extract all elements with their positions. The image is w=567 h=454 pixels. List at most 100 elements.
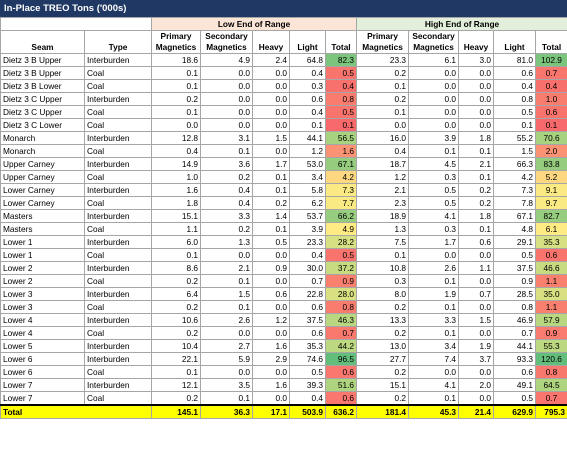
high-heavy-cell: 0.0 [458, 118, 495, 132]
low-secondary-cell: 0.0 [200, 105, 253, 119]
low-heavy-cell: 1.4 [252, 209, 290, 223]
high-light-cell: 0.6 [493, 66, 537, 80]
low-total-cell: 66.2 [324, 209, 358, 223]
high-primary-cell: 18.9 [356, 209, 410, 223]
low-secondary-cell: 0.0 [200, 79, 253, 93]
high-total-cell: 1.1 [535, 274, 567, 288]
seam-cell: Lower 1 [0, 235, 85, 249]
low-total-cell: 0.5 [324, 248, 358, 262]
low-light-cell: 37.5 [289, 313, 326, 327]
seam-cell: Masters [0, 222, 85, 236]
high-primary-cell: 1.3 [356, 222, 410, 236]
high-heavy-cell: 2.1 [458, 157, 495, 171]
low-primary-cell: 0.2 [151, 300, 201, 314]
type-cell: Coal [84, 300, 152, 314]
low-heavy-cell: 1.6 [252, 339, 290, 353]
low-heavy-cell: 0.0 [252, 300, 290, 314]
table-row: Lower Carney Coal 1.8 0.4 0.2 6.2 7.7 2.3 0.5 0.2… [0, 196, 567, 210]
high-secondary-header-line1: Secondary [412, 31, 455, 42]
high-light-cell: 0.8 [493, 300, 537, 314]
type-cell: Coal [84, 118, 152, 132]
seam-cell: Dietz 3 B Upper [0, 66, 85, 80]
type-cell: Interburden [84, 183, 152, 197]
high-heavy-cell: 0.0 [458, 391, 495, 406]
high-primary-header: Primary Magnetics [356, 30, 410, 54]
high-heavy-cell: 3.7 [458, 352, 495, 366]
high-light-cell: 29.1 [493, 235, 537, 249]
low-heavy-cell: 0.1 [252, 170, 290, 184]
type-cell: Interburden [84, 53, 152, 67]
low-primary-cell: 10.6 [151, 313, 201, 327]
high-primary-cell: 2.3 [356, 196, 410, 210]
table-row: Masters Interburden 15.1 3.3 1.4 53.7 66.2 18.9… [0, 209, 567, 223]
low-total-cell: 0.5 [324, 66, 358, 80]
low-primary-header-line2: Magnetics [155, 42, 197, 52]
high-primary-cell: 0.4 [356, 144, 410, 158]
low-primary-cell: 0.1 [151, 365, 201, 379]
high-heavy-cell: 3.0 [458, 53, 495, 67]
table-row: Lower 6 Coal 0.1 0.0 0.0 0.5 0.6 0.2 0.0 0.0 0.6 0.… [0, 365, 567, 379]
high-secondary-cell: 0.0 [408, 79, 460, 93]
high-total-cell: 2.0 [535, 144, 567, 158]
low-light-cell: 0.6 [289, 300, 326, 314]
low-secondary-cell: 0.1 [200, 144, 253, 158]
high-heavy-cell: 0.0 [458, 365, 495, 379]
group-header-blank [0, 17, 152, 31]
total-high-light: 629.9 [493, 404, 537, 419]
low-light-cell: 64.8 [289, 53, 326, 67]
high-secondary-cell: 4.5 [408, 157, 460, 171]
high-total-cell: 70.6 [535, 131, 567, 145]
high-primary-cell: 0.2 [356, 300, 410, 314]
high-light-cell: 0.5 [493, 248, 537, 262]
low-secondary-cell: 1.5 [200, 287, 253, 301]
low-secondary-cell: 5.9 [200, 352, 253, 366]
high-primary-cell: 13.3 [356, 313, 410, 327]
low-heavy-cell: 2.9 [252, 352, 290, 366]
low-light-cell: 0.4 [289, 391, 326, 406]
low-secondary-cell: 3.3 [200, 209, 253, 223]
high-heavy-cell: 0.1 [458, 222, 495, 236]
high-primary-cell: 0.2 [356, 326, 410, 340]
low-primary-cell: 1.1 [151, 222, 201, 236]
high-total-cell: 120.6 [535, 352, 567, 366]
high-secondary-cell: 0.5 [408, 183, 460, 197]
total-row: Total 145.1 36.3 17.1 503.9 636.2 181.4 … [0, 404, 567, 419]
high-light-cell: 67.1 [493, 209, 537, 223]
low-secondary-cell: 1.3 [200, 235, 253, 249]
low-heavy-cell: 0.0 [252, 118, 290, 132]
high-secondary-cell: 0.3 [408, 170, 460, 184]
type-cell: Interburden [84, 131, 152, 145]
low-secondary-cell: 0.0 [200, 365, 253, 379]
low-light-cell: 3.4 [289, 170, 326, 184]
low-primary-cell: 0.2 [151, 92, 201, 106]
high-primary-cell: 27.7 [356, 352, 410, 366]
low-heavy-cell: 0.0 [252, 248, 290, 262]
low-primary-cell: 6.0 [151, 235, 201, 249]
low-light-cell: 39.3 [289, 378, 326, 392]
high-total-cell: 0.7 [535, 66, 567, 80]
high-light-cell: 0.5 [493, 105, 537, 119]
low-total-cell: 28.0 [324, 287, 358, 301]
low-heavy-cell: 0.1 [252, 222, 290, 236]
type-cell: Coal [84, 144, 152, 158]
low-light-cell: 0.4 [289, 248, 326, 262]
high-total-cell: 1.0 [535, 92, 567, 106]
low-light-cell: 44.1 [289, 131, 326, 145]
table-title: In-Place TREO Tons ('000s) [4, 3, 127, 14]
table-row: Lower 2 Coal 0.2 0.1 0.0 0.7 0.9 0.3 0.1 0.0 0.9 1.… [0, 274, 567, 288]
low-secondary-cell: 0.0 [200, 66, 253, 80]
low-total-cell: 28.2 [324, 235, 358, 249]
low-primary-cell: 14.9 [151, 157, 201, 171]
seam-cell: Lower Carney [0, 196, 85, 210]
high-light-cell: 0.7 [493, 326, 537, 340]
low-total-cell: 0.1 [324, 118, 358, 132]
low-total-cell: 7.7 [324, 196, 358, 210]
low-heavy-cell: 2.4 [252, 53, 290, 67]
high-secondary-cell: 0.0 [408, 248, 460, 262]
high-secondary-cell: 0.1 [408, 391, 460, 406]
high-secondary-header: Secondary Magnetics [408, 30, 460, 54]
type-cell: Coal [84, 196, 152, 210]
high-primary-cell: 10.8 [356, 261, 410, 275]
high-primary-cell: 0.2 [356, 66, 410, 80]
high-total-cell: 35.0 [535, 287, 567, 301]
